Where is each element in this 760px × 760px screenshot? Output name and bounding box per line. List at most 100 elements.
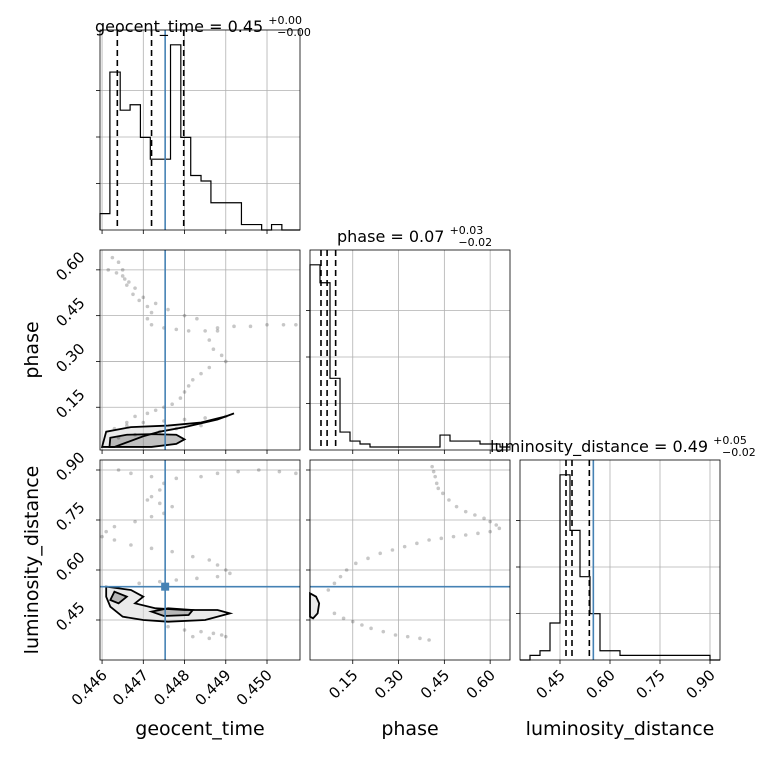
density-fill <box>110 591 127 604</box>
sample-point <box>114 271 119 275</box>
sample-point <box>170 549 174 554</box>
sample-point <box>366 556 370 561</box>
sample-point <box>141 295 146 300</box>
sample-point <box>207 636 212 641</box>
title-geocent-time-plus: +0.00 <box>268 14 302 27</box>
sample-point <box>190 634 195 639</box>
sample-point <box>199 423 203 428</box>
sample-point <box>190 554 195 559</box>
panel-0-0 <box>96 29 301 234</box>
sample-point <box>281 323 286 327</box>
sample-point <box>170 402 174 406</box>
sample-point <box>104 529 108 534</box>
sample-point <box>141 420 146 425</box>
sample-point <box>341 616 346 621</box>
panel-frame <box>519 459 721 661</box>
sample-point <box>100 534 104 539</box>
sample-point <box>116 260 121 265</box>
sample-point <box>182 628 187 632</box>
sample-point <box>145 316 150 321</box>
sample-point <box>178 396 183 400</box>
contour-line <box>100 412 235 448</box>
sample-point <box>125 420 129 425</box>
sample-point <box>153 408 158 413</box>
sample-point <box>131 292 135 297</box>
sample-point <box>129 471 133 476</box>
sample-point <box>133 519 137 524</box>
sample-point <box>174 578 179 582</box>
sample-point <box>170 504 174 509</box>
ytick-label-phase: 0.60 <box>52 248 88 284</box>
sample-point <box>476 531 480 536</box>
sample-point <box>441 491 445 496</box>
sample-point <box>223 359 228 364</box>
title-luminosity-distance-minus: −0.02 <box>722 446 756 459</box>
sample-point <box>149 474 154 479</box>
sample-point <box>153 301 158 306</box>
title-luminosity-distance-plus: +0.05 <box>713 434 747 447</box>
sample-point <box>482 516 486 521</box>
xtick-label-geocent_time: 0.446 <box>68 666 111 709</box>
ytick-label-phase: 0.15 <box>52 386 88 422</box>
sample-point <box>211 631 216 636</box>
sample-point <box>207 338 212 342</box>
sample-point <box>494 523 499 527</box>
title-geocent-time-minus: −0.00 <box>277 26 311 39</box>
sample-point <box>236 469 240 474</box>
sample-point <box>125 283 129 287</box>
panel-frame <box>309 459 511 661</box>
ytick-label-phase: 0.45 <box>52 294 88 330</box>
sample-point <box>182 417 187 422</box>
sample-point <box>215 329 220 333</box>
sample-point <box>207 558 212 562</box>
sample-point <box>149 514 154 519</box>
sample-point <box>219 633 224 637</box>
sample-point <box>415 541 419 546</box>
xtick-label-geocent_time: 0.450 <box>233 666 276 709</box>
sample-point <box>190 377 195 382</box>
panel-frame <box>99 459 301 661</box>
ytick-label-luminosity_distance: 0.75 <box>52 498 88 534</box>
sample-point <box>125 423 129 428</box>
density-fill <box>106 586 230 622</box>
sample-point <box>488 529 492 534</box>
sample-point <box>248 324 253 329</box>
xtick-label-luminosity_distance: 0.75 <box>632 666 668 702</box>
sample-point <box>402 544 407 549</box>
sample-point <box>166 624 170 629</box>
histogram-geocent_time <box>99 44 300 231</box>
sample-point <box>219 353 224 358</box>
sample-point <box>122 277 127 281</box>
panel-frame <box>99 249 301 451</box>
ytick-label-luminosity_distance: 0.90 <box>52 448 88 484</box>
sample-point <box>265 323 269 327</box>
sample-point <box>405 634 410 639</box>
xtick-label-luminosity_distance: 0.60 <box>582 666 618 702</box>
sample-point <box>199 371 203 376</box>
ytick-label-luminosity_distance: 0.45 <box>52 598 88 634</box>
sample-point <box>434 481 439 486</box>
sample-point <box>182 313 187 318</box>
sample-point <box>454 504 459 509</box>
xtick-label-phase: 0.15 <box>325 666 361 702</box>
sample-point <box>344 568 349 572</box>
panel-2-0 <box>96 459 301 664</box>
xtick-label-phase: 0.30 <box>371 666 407 702</box>
sample-point <box>157 488 162 492</box>
sample-point <box>112 524 117 529</box>
xtick-label-geocent_time: 0.447 <box>109 666 152 709</box>
sample-point <box>116 468 121 472</box>
sample-point <box>350 619 355 624</box>
sample-point <box>451 534 456 539</box>
truth-marker <box>161 582 170 591</box>
sample-point <box>427 538 431 542</box>
xlabel-phase: phase <box>381 718 438 740</box>
sample-point <box>228 571 232 576</box>
sample-point <box>338 574 343 579</box>
sample-point <box>215 574 220 579</box>
sample-point <box>149 323 154 327</box>
panel-1-0 <box>96 249 301 454</box>
xtick-label-phase: 0.60 <box>463 666 499 702</box>
sample-point <box>390 548 395 552</box>
sample-point <box>133 414 137 419</box>
